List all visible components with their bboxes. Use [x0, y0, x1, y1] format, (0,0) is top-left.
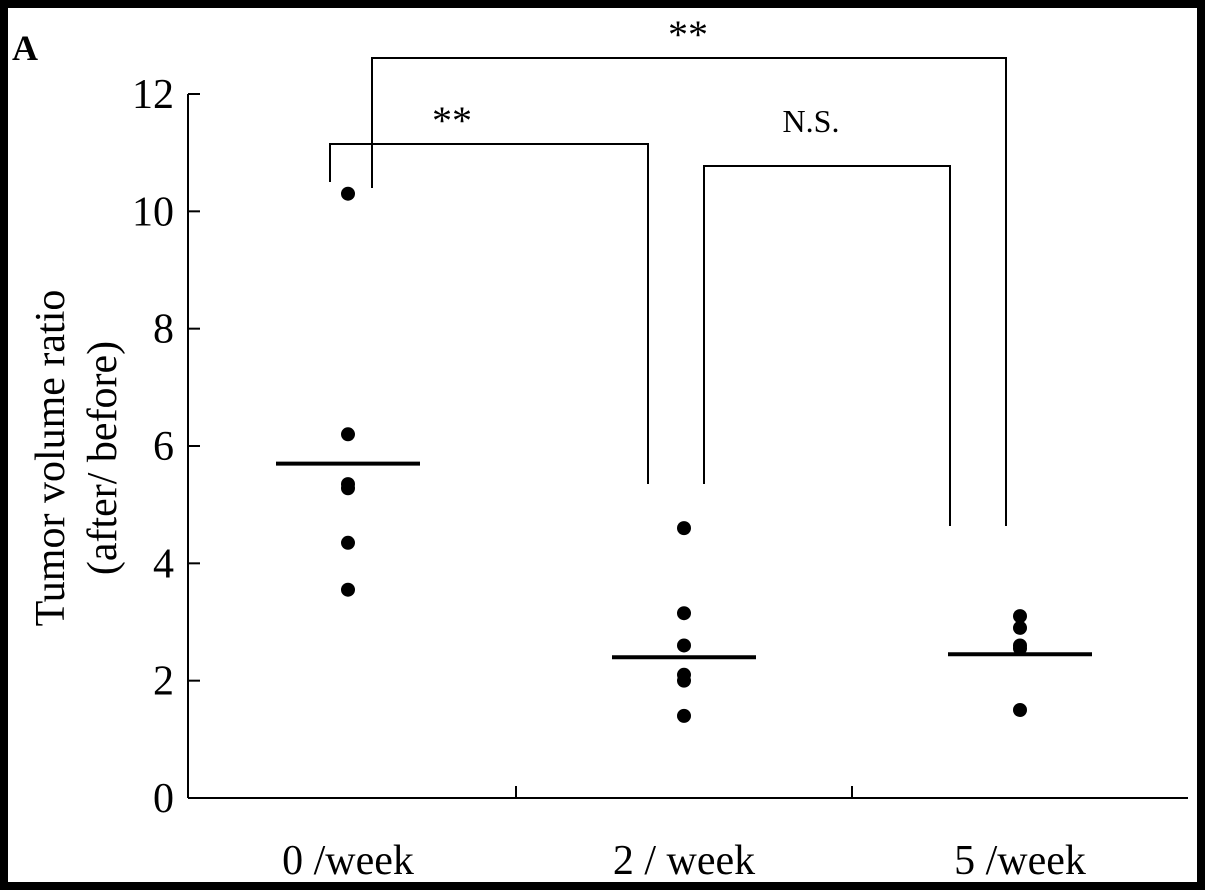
data-points	[341, 186, 1027, 723]
y-tick-label: 0	[153, 776, 174, 822]
panel-label: A	[12, 28, 38, 68]
y-axis-title: Tumor volume ratio (after/ before)	[28, 290, 126, 627]
significance-bracket	[703, 165, 951, 526]
data-point	[341, 481, 355, 496]
significance-label: **	[668, 12, 708, 57]
data-point	[341, 535, 355, 550]
significance-bracket	[329, 143, 649, 484]
y-axis-label: Tumor volume ratio	[28, 290, 74, 627]
data-point	[677, 638, 691, 653]
y-tick-label: 4	[153, 541, 174, 587]
y-ticks: 0 2 4 6 8 10 12	[132, 72, 200, 822]
x-tick-label: 5 /week	[954, 838, 1086, 882]
figure-panel: A Tumor volume ratio (after/ before) 0 2 4…	[8, 8, 1197, 882]
data-point	[341, 427, 355, 442]
data-point	[341, 582, 355, 597]
data-point	[677, 606, 691, 621]
significance-label: N.S.	[783, 103, 840, 139]
x-tick-label: 0 /week	[282, 838, 414, 882]
scatter-chart: A Tumor volume ratio (after/ before) 0 2 4…	[12, 12, 1188, 882]
significance-brackets: ** N.S. **	[329, 12, 1007, 526]
data-point	[677, 521, 691, 536]
data-point	[677, 708, 691, 723]
y-tick-label: 6	[153, 424, 174, 470]
y-axis-sublabel: (after/ before)	[80, 341, 126, 575]
data-point	[677, 673, 691, 688]
data-point	[1013, 620, 1027, 635]
y-tick-label: 10	[132, 189, 174, 235]
data-point	[341, 186, 355, 201]
significance-bracket	[371, 57, 1007, 526]
data-point	[1013, 641, 1027, 656]
y-tick-label: 2	[153, 659, 174, 705]
data-point	[1013, 609, 1027, 624]
y-tick-label: 12	[132, 72, 174, 118]
x-tick-labels: 0 /week 2 / week 5 /week	[282, 786, 1086, 882]
mean-lines	[276, 461, 1092, 660]
y-tick-label: 8	[153, 307, 174, 353]
x-tick-label: 2 / week	[613, 838, 755, 882]
data-point	[1013, 703, 1027, 717]
significance-label: **	[432, 98, 472, 143]
